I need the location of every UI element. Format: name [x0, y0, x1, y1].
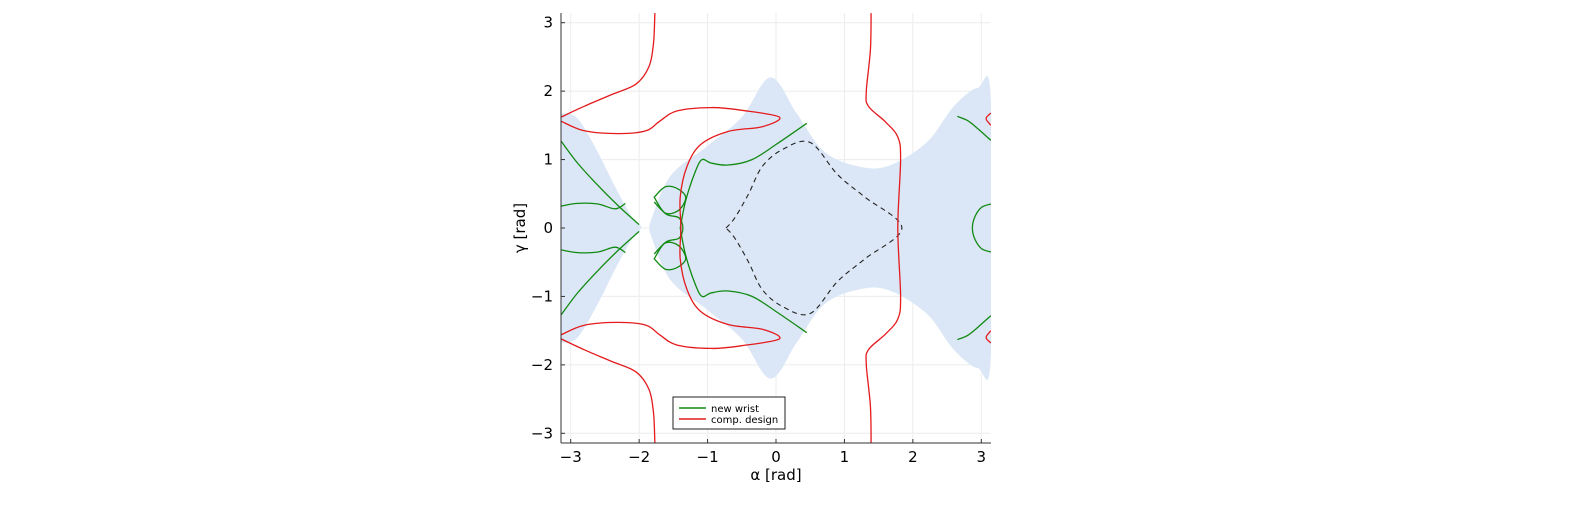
series-curve: [653, 201, 684, 255]
series-curve: [957, 115, 991, 141]
series-curve: [561, 140, 640, 226]
x-tick-label: 2: [908, 448, 918, 466]
boundary-curve-layer: [725, 140, 903, 316]
x-tick-label: 3: [977, 448, 987, 466]
feasible-region-patch: [561, 113, 642, 343]
legend-label-comp-design: comp. design: [711, 415, 778, 426]
y-tick-label: −1: [531, 287, 553, 305]
y-tick-label: 2: [543, 82, 553, 100]
series-layer: [561, 13, 991, 443]
x-tick-label: −3: [560, 448, 582, 466]
series-curve: [561, 202, 626, 210]
series-curve: [985, 330, 991, 344]
series-curve: [679, 227, 808, 334]
series-curve: [561, 230, 640, 316]
legend-label-new-wrist: new wrist: [711, 404, 759, 415]
tick-labels: −3 −2 −1 0 1 2 3 −3 −2 −1 0 1 2 3: [531, 14, 986, 466]
feasible-region-patch: [649, 76, 991, 380]
series-new-wrist: [561, 115, 991, 341]
axes: [560, 13, 991, 444]
y-tick-label: 0: [543, 219, 553, 237]
series-curve: [985, 112, 991, 126]
y-axis-title: γ [rad]: [511, 203, 529, 253]
y-tick-label: −2: [531, 356, 553, 374]
x-tick-label: 0: [771, 448, 781, 466]
x-tick-label: −2: [628, 448, 650, 466]
legend: new wrist comp. design: [672, 396, 786, 430]
series-curve: [971, 203, 991, 253]
y-tick-label: −3: [531, 424, 553, 442]
series-curve: [561, 338, 656, 443]
x-tick-label: −1: [697, 448, 719, 466]
series-comp-design: [561, 13, 991, 443]
y-tick-label: 1: [543, 151, 553, 169]
boundary-dashed-curve: [725, 140, 903, 316]
series-curve: [957, 315, 991, 341]
series-curve: [561, 13, 656, 118]
y-tick-label: 3: [543, 14, 553, 32]
series-curve: [561, 106, 781, 350]
series-curve: [679, 122, 808, 229]
x-tick-label: 1: [840, 448, 850, 466]
series-curve: [561, 246, 626, 254]
legend-box: [672, 396, 786, 430]
series-curve: [865, 13, 902, 443]
feasible-region: [561, 76, 991, 380]
x-axis-title: α [rad]: [750, 466, 801, 484]
